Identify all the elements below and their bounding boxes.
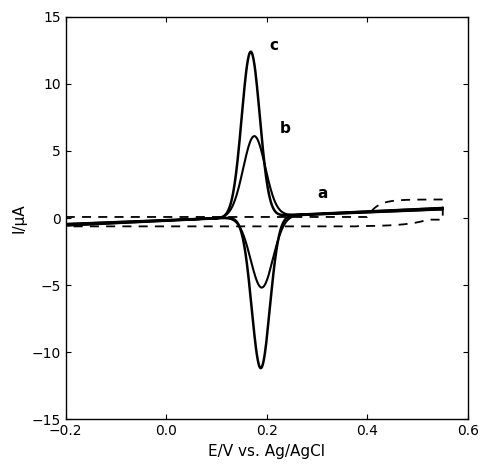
Text: b: b	[279, 121, 290, 136]
Text: a: a	[317, 186, 327, 201]
Y-axis label: I/μA: I/μA	[11, 203, 26, 233]
Text: c: c	[270, 38, 278, 53]
X-axis label: E/V vs. Ag/AgCl: E/V vs. Ag/AgCl	[208, 444, 325, 459]
